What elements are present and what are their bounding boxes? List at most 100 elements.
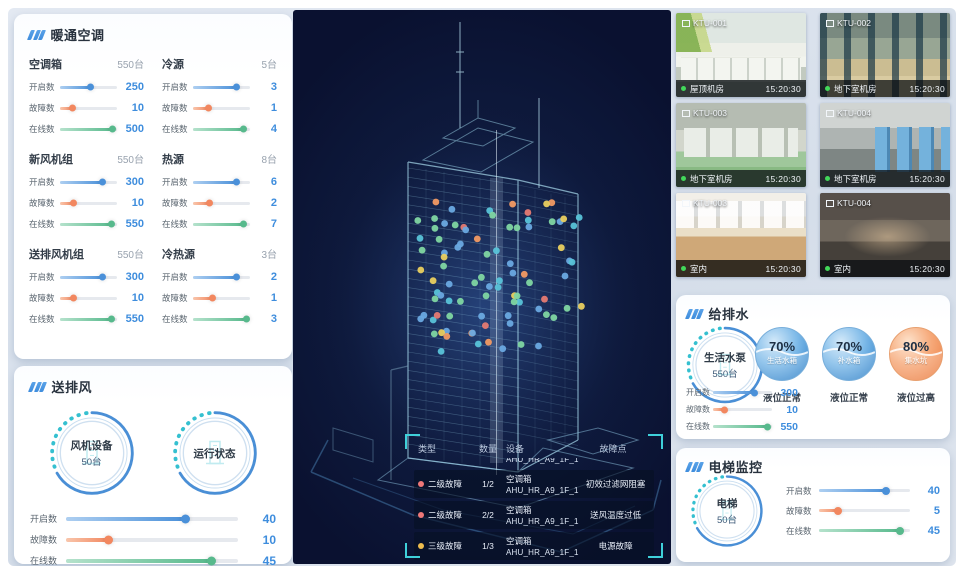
camera-location: 地下室机房 <box>834 173 877 184</box>
gauge-count: 50台 <box>81 457 102 468</box>
fault-point: 电源故障 <box>598 541 633 551</box>
metric-row: 故障数 5 <box>786 504 940 517</box>
group-total: 550台 <box>117 155 144 166</box>
metric-row: 在线数 500 <box>29 123 144 135</box>
metric-bar <box>60 222 117 226</box>
metric-row: 故障数 10 <box>29 102 144 114</box>
group-total: 5台 <box>261 60 277 71</box>
fault-row[interactable]: 二级故障 1/2 空调箱 AHU_HR_A9_1F_1 初效过滤网阻塞 <box>414 470 654 498</box>
camera-feed[interactable]: KTU-003 室内 15:20:30 <box>676 193 806 277</box>
hvac-group: 空调箱 550台 开启数 250 故障数 10 在线数 500 <box>29 56 144 135</box>
hvac-group: 冷源 5台 开启数 3 故障数 1 在线数 4 <box>162 56 277 135</box>
metric-row: 在线数 550 <box>29 218 144 230</box>
tank-percent: 70% <box>768 339 796 354</box>
fault-table: 类型 数量 设备 故障点 AHU_HR_A9_1F_1 二级故障 1/2 空调箱… <box>405 434 663 560</box>
fault-row[interactable]: 二级故障 2/2 空调箱 AHU_HR_A9_1F_1 送风温度过低 <box>414 501 654 529</box>
metric-row: 在线数 4 <box>162 123 277 135</box>
metric-bar <box>60 127 117 131</box>
metric-row: 开启数 250 <box>29 81 144 93</box>
col-device: 设备 <box>506 444 525 454</box>
gauge-label: 运行状态 <box>193 447 236 460</box>
online-dot-icon <box>825 176 830 181</box>
smart-building-dashboard: 暖通空调 空调箱 550台 开启数 250 故障数 10 在线数 500 冷源 … <box>8 8 956 566</box>
fault-count: 1/3 <box>482 541 494 551</box>
device-id: AHU_HR_A9_1F_1 <box>506 517 579 526</box>
group-total: 550台 <box>117 250 144 261</box>
camera-timestamp: 15:20:30 <box>765 263 801 274</box>
metric-bar <box>193 296 250 300</box>
camera-icon <box>826 109 834 117</box>
col-type: 类型 <box>418 444 437 454</box>
elevator-gauge: 电梯 50台 <box>686 470 768 552</box>
metric-bar <box>713 391 772 394</box>
device-id: AHU_HR_A9_1F_1 <box>506 486 579 495</box>
metric-row: 故障数 10 <box>29 292 144 304</box>
metric-value: 1 <box>270 102 277 114</box>
camera-status-bar: 地下室机房 15:20:30 <box>820 80 950 97</box>
fault-count: 2/2 <box>482 510 494 520</box>
metric-row: 在线数 45 <box>786 524 940 537</box>
metric-bar <box>819 509 910 512</box>
group-name: 新风机组 <box>29 154 73 166</box>
camera-feed[interactable]: KTU-004 室内 15:20:30 <box>820 193 950 277</box>
metric-row: 在线数 3 <box>162 313 277 325</box>
device-type: 空调箱 <box>506 474 532 484</box>
tank-status: 液位正常 <box>762 393 801 404</box>
water-panel: 给排水 生活水泵 550台 70% <box>676 295 950 439</box>
fault-row[interactable]: 三级故障 1/3 空调箱 AHU_HR_A9_1F_1 电源故障 <box>414 532 654 560</box>
severity-dot-icon <box>418 481 424 487</box>
metric-row: 开启数 40 <box>786 484 940 497</box>
building-wireframe <box>298 22 668 553</box>
fault-point: 送风温度过低 <box>590 510 642 520</box>
camera-timestamp: 15:20:30 <box>909 173 945 184</box>
online-dot-icon <box>681 266 686 271</box>
panel-slashes-icon <box>684 308 704 319</box>
metric-value: 10 <box>786 403 798 416</box>
metric-value: 550 <box>125 218 144 230</box>
tank-status: 液位过高 <box>896 393 935 404</box>
elevator-panel-header: 电梯监控 <box>684 457 939 476</box>
camera-feed[interactable]: KTU-003 地下室机房 15:20:30 <box>676 103 806 187</box>
metric-row: 开启数 300 <box>29 271 144 283</box>
metric-value: 500 <box>125 123 144 135</box>
iot-status-dots <box>414 198 585 355</box>
camera-icon <box>826 19 834 27</box>
metric-bar <box>193 127 250 131</box>
metric-value: 300 <box>125 271 144 283</box>
hvac-panel-title: 暖通空调 <box>50 28 105 43</box>
elevator-panel-title: 电梯监控 <box>708 460 763 475</box>
hvac-groups: 空调箱 550台 开启数 250 故障数 10 在线数 500 冷源 5台 开启… <box>29 56 277 325</box>
metric-value: 10 <box>131 102 144 114</box>
tank-percent: 80% <box>902 339 930 354</box>
metric-value: 300 <box>780 386 798 399</box>
camera-feed[interactable]: KTU-002 地下室机房 15:20:30 <box>820 13 950 97</box>
metric-value: 10 <box>131 292 144 304</box>
tank-sphere: 70% 生活水箱 <box>755 327 809 381</box>
hvac-group: 冷热源 3台 开启数 2 故障数 1 在线数 3 <box>162 246 277 325</box>
water-tank-indicator: 70% 补水箱 液位正常 <box>820 327 878 404</box>
group-name: 空调箱 <box>29 59 62 71</box>
camera-location: 地下室机房 <box>690 173 733 184</box>
camera-id: KTU-004 <box>826 108 871 118</box>
metric-value: 3 <box>270 313 277 325</box>
camera-status-bar: 室内 15:20:30 <box>820 260 950 277</box>
water-tank-indicator: 80% 集水坑 液位过高 <box>887 327 945 404</box>
metric-bar <box>60 296 117 300</box>
metric-row: 开启数 6 <box>162 176 277 188</box>
camera-feed[interactable]: KTU-001 屋顶机房 15:20:30 <box>676 13 806 97</box>
metric-bar <box>193 317 250 321</box>
camera-location: 室内 <box>834 263 852 274</box>
panel-slashes-icon <box>27 381 47 392</box>
metric-value: 4 <box>270 123 277 135</box>
camera-grid: KTU-001 屋顶机房 15:20:30 KTU-002 地下室机房 15:2… <box>676 13 950 277</box>
camera-feed[interactable]: KTU-004 地下室机房 15:20:30 <box>820 103 950 187</box>
fault-level: 三级故障 <box>428 541 463 551</box>
fan-gauges: 风机设备 50台 运行状态 <box>30 402 276 504</box>
metric-bar <box>60 180 117 184</box>
metric-bar <box>819 489 910 492</box>
metric-row: 开启数 2 <box>162 271 277 283</box>
col-faultpoint: 故障点 <box>599 444 627 454</box>
tank-name: 补水箱 <box>837 356 861 365</box>
tank-sphere: 70% 补水箱 <box>822 327 876 381</box>
hvac-group: 送排风机组 550台 开启数 300 故障数 10 在线数 550 <box>29 246 144 325</box>
